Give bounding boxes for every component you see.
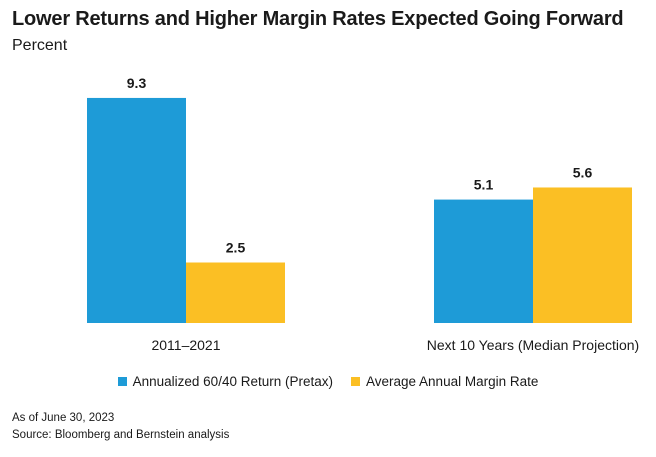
bar-chart: 9.3 2.5 2011–2021 5.1 5.6 Next 10 Years (Medi… [87,75,639,353]
legend-item-return: Annualized 60/40 Return (Pretax) [117,374,333,389]
bar-margin-1 [533,187,632,323]
legend-label-margin: Average Annual Margin Rate [366,374,539,389]
category-label-1: Next 10 Years (Median Projection) [427,337,639,353]
chart-subtitle: Percent [12,37,68,54]
value-label-margin-0: 2.5 [226,240,246,256]
bar-return-1 [434,199,533,323]
chart-title: Lower Returns and Higher Margin Rates Ex… [12,8,624,30]
value-label-margin-1: 5.6 [573,164,593,180]
source-note: Source: Bloomberg and Bernstein analysis [12,429,230,441]
legend-swatch-margin [351,377,360,386]
legend-item-margin: Average Annual Margin Rate [351,374,538,389]
legend-label-return: Annualized 60/40 Return (Pretax) [132,374,333,389]
value-label-return-0: 9.3 [127,75,147,91]
legend-swatch-return [117,377,127,386]
bar-margin-0 [186,262,285,323]
bar-return-0 [87,97,186,323]
legend: Annualized 60/40 Return (Pretax) Average… [0,374,656,389]
category-label-0: 2011–2021 [151,337,220,353]
value-label-return-1: 5.1 [474,177,494,193]
as-of-note: As of June 30, 2023 [12,412,115,424]
